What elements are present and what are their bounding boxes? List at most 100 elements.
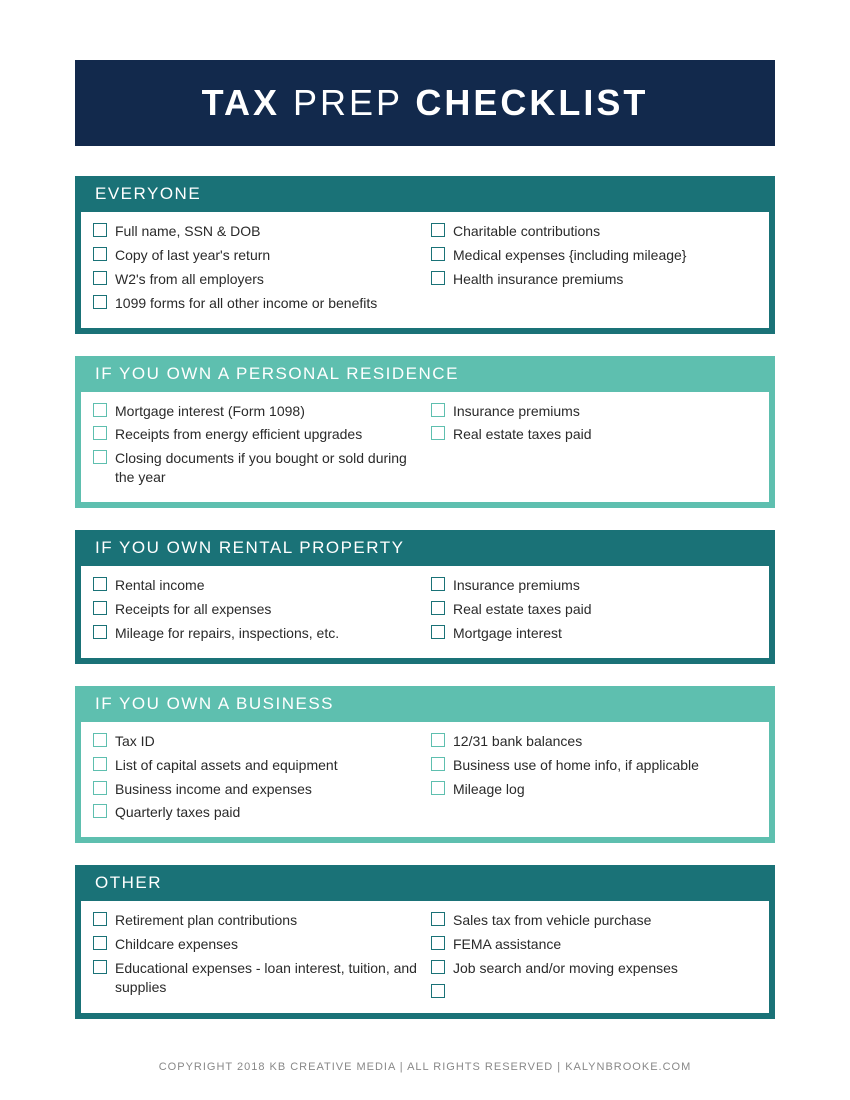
checkbox[interactable] bbox=[431, 247, 445, 261]
checkbox[interactable] bbox=[431, 271, 445, 285]
checklist-column: Full name, SSN & DOB Copy of last year's … bbox=[87, 222, 425, 318]
checklist-column: Rental income Receipts for all expenses Mi… bbox=[87, 576, 425, 648]
section-body: Tax ID List of capital assets and equipme… bbox=[81, 722, 769, 838]
checkbox[interactable] bbox=[431, 426, 445, 440]
checkbox[interactable] bbox=[93, 601, 107, 615]
checklist-item-label: Mileage log bbox=[453, 780, 525, 799]
checklist-item: Educational expenses - loan interest, tu… bbox=[93, 959, 419, 997]
checklist-item-label: Business use of home info, if applicable bbox=[453, 756, 699, 775]
checklist-item: Medical expenses {including mileage} bbox=[431, 246, 757, 265]
checkbox[interactable] bbox=[431, 601, 445, 615]
checklist-item: W2's from all employers bbox=[93, 270, 419, 289]
checklist-item: Mortgage interest (Form 1098) bbox=[93, 402, 419, 421]
checklist-item: FEMA assistance bbox=[431, 935, 757, 954]
checkbox[interactable] bbox=[431, 223, 445, 237]
checklist-item: Insurance premiums bbox=[431, 576, 757, 595]
checklist-item-label: Rental income bbox=[115, 576, 205, 595]
checkbox[interactable] bbox=[93, 960, 107, 974]
checkbox[interactable] bbox=[431, 403, 445, 417]
section: OTHERRetirement plan contributionsChildc… bbox=[75, 865, 775, 1019]
checklist-column: Retirement plan contributions Childcare e… bbox=[87, 911, 425, 1003]
checkbox[interactable] bbox=[431, 912, 445, 926]
checklist-item: Mileage log bbox=[431, 780, 757, 799]
checkbox[interactable] bbox=[431, 960, 445, 974]
checklist-item: 1099 forms for all other income or benef… bbox=[93, 294, 419, 313]
checkbox[interactable] bbox=[93, 936, 107, 950]
checklist-item-label: FEMA assistance bbox=[453, 935, 561, 954]
checkbox[interactable] bbox=[431, 781, 445, 795]
checkbox[interactable] bbox=[93, 781, 107, 795]
checklist-item-label: Closing documents if you bought or sold … bbox=[115, 449, 419, 487]
checklist-item-label: Mortgage interest (Form 1098) bbox=[115, 402, 305, 421]
section-header: IF YOU OWN RENTAL PROPERTY bbox=[81, 530, 769, 566]
checkbox[interactable] bbox=[93, 223, 107, 237]
section-header: EVERYONE bbox=[81, 176, 769, 212]
checklist-column: 12/31 bank balances Business use of home … bbox=[425, 732, 763, 828]
page-title: TAX PREP CHECKLIST bbox=[105, 82, 745, 124]
checklist-item-label: Mileage for repairs, inspections, etc. bbox=[115, 624, 339, 643]
checklist-item-label: 12/31 bank balances bbox=[453, 732, 582, 751]
checklist-item: Quarterly taxes paid bbox=[93, 803, 419, 822]
checkbox[interactable] bbox=[93, 912, 107, 926]
checkbox[interactable] bbox=[93, 247, 107, 261]
checklist-item: Retirement plan contributions bbox=[93, 911, 419, 930]
checklist-item-label: Full name, SSN & DOB bbox=[115, 222, 261, 241]
section: IF YOU OWN RENTAL PROPERTYRental incomeR… bbox=[75, 530, 775, 664]
checklist-item: 12/31 bank balances bbox=[431, 732, 757, 751]
checkbox[interactable] bbox=[93, 295, 107, 309]
checklist-item: Business use of home info, if applicable bbox=[431, 756, 757, 775]
checklist-item-label: Insurance premiums bbox=[453, 576, 580, 595]
section-wrapper: IF YOU OWN A BUSINESSTax IDList of capit… bbox=[75, 686, 775, 844]
checkbox[interactable] bbox=[93, 426, 107, 440]
checkbox[interactable] bbox=[431, 625, 445, 639]
checklist-item-label: Mortgage interest bbox=[453, 624, 562, 643]
checklist-item: Full name, SSN & DOB bbox=[93, 222, 419, 241]
checkbox[interactable] bbox=[93, 733, 107, 747]
checklist-item: Receipts from energy efficient upgrades bbox=[93, 425, 419, 444]
checklist-item: Receipts for all expenses bbox=[93, 600, 419, 619]
checklist-item-label: Insurance premiums bbox=[453, 402, 580, 421]
section-body: Rental income Receipts for all expenses Mi… bbox=[81, 566, 769, 658]
checklist-item: Real estate taxes paid bbox=[431, 425, 757, 444]
checklist-item-label: Copy of last year's return bbox=[115, 246, 270, 265]
checklist-item: Charitable contributions bbox=[431, 222, 757, 241]
checkbox[interactable] bbox=[93, 271, 107, 285]
section-wrapper: OTHERRetirement plan contributionsChildc… bbox=[75, 865, 775, 1019]
checklist-item: Closing documents if you bought or sold … bbox=[93, 449, 419, 487]
checklist-column: Sales tax from vehicle purchaseFEMA assi… bbox=[425, 911, 763, 1003]
checklist-item-label: Medical expenses {including mileage} bbox=[453, 246, 686, 265]
checkbox[interactable] bbox=[431, 984, 445, 998]
checkbox[interactable] bbox=[93, 757, 107, 771]
checklist-item: Insurance premiums bbox=[431, 402, 757, 421]
checklist-item: Business income and expenses bbox=[93, 780, 419, 799]
title-word-3: CHECKLIST bbox=[415, 82, 648, 123]
checklist-item: Tax ID bbox=[93, 732, 419, 751]
checklist-item-label: List of capital assets and equipment bbox=[115, 756, 338, 775]
title-word-1: TAX bbox=[202, 82, 280, 123]
checklist-item-label: Retirement plan contributions bbox=[115, 911, 297, 930]
section: EVERYONE Full name, SSN & DOB Copy of last… bbox=[75, 176, 775, 334]
checkbox[interactable] bbox=[93, 577, 107, 591]
checklist-column: Tax ID List of capital assets and equipme… bbox=[87, 732, 425, 828]
checklist-item: Mileage for repairs, inspections, etc. bbox=[93, 624, 419, 643]
section-wrapper: IF YOU OWN A PERSONAL RESIDENCE Mortgage … bbox=[75, 356, 775, 509]
checkbox[interactable] bbox=[93, 450, 107, 464]
checklist-item-label: W2's from all employers bbox=[115, 270, 264, 289]
checkbox[interactable] bbox=[431, 733, 445, 747]
checkbox[interactable] bbox=[93, 403, 107, 417]
checkbox[interactable] bbox=[93, 625, 107, 639]
checkbox[interactable] bbox=[431, 577, 445, 591]
checkbox[interactable] bbox=[431, 936, 445, 950]
section-header: IF YOU OWN A PERSONAL RESIDENCE bbox=[81, 356, 769, 392]
checkbox[interactable] bbox=[93, 804, 107, 818]
section-wrapper: IF YOU OWN RENTAL PROPERTYRental incomeR… bbox=[75, 530, 775, 664]
section-body: Full name, SSN & DOB Copy of last year's … bbox=[81, 212, 769, 328]
checkbox[interactable] bbox=[431, 757, 445, 771]
title-bar: TAX PREP CHECKLIST bbox=[75, 60, 775, 146]
checklist-item-label: Job search and/or moving expenses bbox=[453, 959, 678, 978]
checklist-item bbox=[431, 983, 757, 998]
checklist-item: Health insurance premiums bbox=[431, 270, 757, 289]
section-wrapper: EVERYONE Full name, SSN & DOB Copy of last… bbox=[75, 176, 775, 334]
checklist-item-label: Real estate taxes paid bbox=[453, 425, 592, 444]
checklist-item-label: Childcare expenses bbox=[115, 935, 238, 954]
